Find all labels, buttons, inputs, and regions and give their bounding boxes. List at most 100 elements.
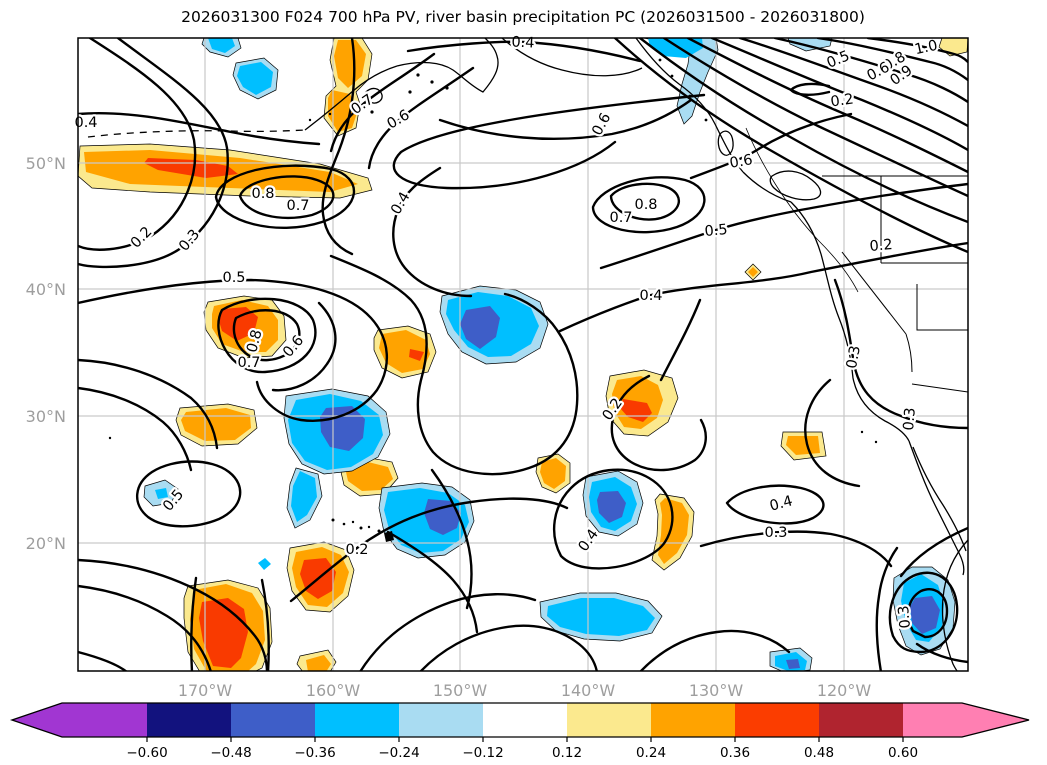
contour-label: 0.4 xyxy=(768,493,794,514)
contour-label: 0.2 xyxy=(128,224,156,252)
colorbar-tick-label: 0.12 xyxy=(552,745,582,761)
patch xyxy=(424,499,461,535)
patch xyxy=(547,598,655,636)
hawaii-islands xyxy=(331,518,394,542)
contour-label: 0.5 xyxy=(704,222,728,240)
colorbar-segment xyxy=(567,703,651,737)
colorbar-tick-label: −0.60 xyxy=(126,745,167,761)
patch xyxy=(460,306,500,349)
aleutian-islands-coast xyxy=(87,129,306,138)
contour-label: 0.4 xyxy=(74,115,97,131)
colorbar-tick-label: 0.36 xyxy=(720,745,750,761)
patch xyxy=(379,330,430,373)
contour-label: 0.6 xyxy=(728,152,753,172)
y-tick-label: 40°N xyxy=(26,280,66,299)
colorbar-tick-label: −0.48 xyxy=(210,745,251,761)
x-tick-label: 140°W xyxy=(561,681,616,700)
patch xyxy=(208,38,235,53)
patch xyxy=(786,436,820,455)
colorbar-segment xyxy=(399,703,483,737)
contour-label: 0.3 xyxy=(896,605,914,629)
contour-label: 0.4 xyxy=(639,288,662,304)
colorbar-tick-label: −0.24 xyxy=(378,745,419,761)
patch xyxy=(291,471,317,522)
contour-label: 0.3 xyxy=(901,407,919,431)
contour-label: 0.2 xyxy=(830,91,855,110)
map-frame xyxy=(77,37,969,672)
alaska-east-coast xyxy=(501,38,643,77)
colorbar: −0.60 −0.48 −0.36 −0.24 −0.12 0.12 0.24 0.36 0.4… xyxy=(9,702,1030,761)
contour-label: 0.3 xyxy=(764,525,787,541)
patch xyxy=(218,307,258,341)
patch xyxy=(258,558,271,570)
contour-label: 0.7 xyxy=(609,210,632,226)
contour-label: 1.0 xyxy=(913,38,939,58)
colorbar-tick-label: 0.60 xyxy=(888,745,918,761)
patch xyxy=(597,491,626,523)
colorbar-segment xyxy=(231,703,315,737)
y-tick-label: 50°N xyxy=(26,154,66,173)
chart-title: 2026031300 F024 700 hPa PV, river basin … xyxy=(181,8,865,26)
california-arizona-border xyxy=(905,333,913,373)
colorbar-segment xyxy=(483,703,567,737)
contour-label: 0.7 xyxy=(237,355,260,371)
contour-label: 0.8 xyxy=(634,197,657,213)
gulf-of-california-coast xyxy=(912,446,967,552)
x-tick-label: 170°W xyxy=(178,681,233,700)
columbia-river xyxy=(745,127,859,293)
southeast-alaska-coast xyxy=(635,38,744,173)
contour-label: 0.5 xyxy=(222,270,245,286)
patch xyxy=(328,90,358,132)
colorbar-tick-label: 0.48 xyxy=(804,745,834,761)
graticule xyxy=(78,38,968,671)
patch xyxy=(334,40,366,88)
pv-contours xyxy=(78,38,968,671)
contour-label: 0.4 xyxy=(388,190,413,218)
patch xyxy=(786,659,800,669)
x-tick-label: 150°W xyxy=(433,681,488,700)
longitude-tick-labels: 170°W 160°W 150°W 140°W 130°W 120°W xyxy=(178,681,872,700)
patch xyxy=(658,498,689,564)
colorbar-segment xyxy=(315,703,399,737)
patch xyxy=(748,267,758,277)
patch xyxy=(306,655,331,671)
y-tick-label: 30°N xyxy=(26,407,66,426)
contour-label: 0.3 xyxy=(844,344,864,369)
contour-label: 0.4 xyxy=(511,34,535,51)
colorbar-arrow-low xyxy=(12,703,147,737)
patch xyxy=(155,488,168,499)
colorbar-tick-label: −0.12 xyxy=(462,745,503,761)
colorbar-outline xyxy=(9,702,1030,738)
colorbar-segment xyxy=(735,703,819,737)
kodiak-island xyxy=(364,87,383,104)
patch xyxy=(409,349,424,361)
contour-label: 0.8 xyxy=(251,186,274,202)
contour-label: 0.2 xyxy=(869,237,893,255)
x-tick-label: 130°W xyxy=(689,681,744,700)
patch xyxy=(346,462,393,491)
haida-gwaii-island xyxy=(717,130,734,156)
colorbar-arrow-high xyxy=(903,703,1029,737)
us-mexico-border xyxy=(911,383,968,393)
contour-label: 0.2 xyxy=(345,542,368,558)
colorbar-tick-label: 0.24 xyxy=(636,745,666,761)
latitude-tick-labels: 50°N 40°N 30°N 20°N xyxy=(26,154,66,553)
colorbar-segment xyxy=(819,703,903,737)
colorbar-segment xyxy=(651,703,735,737)
california-nevada-border xyxy=(841,251,907,335)
shaded-patches xyxy=(78,38,968,671)
patch-royal-group xyxy=(320,306,940,669)
patch xyxy=(320,406,365,451)
contour-label: 0.7 xyxy=(286,198,309,214)
us-west-coast xyxy=(790,201,910,442)
patch xyxy=(540,458,566,489)
baja-outer-coast xyxy=(908,440,965,576)
patch xyxy=(910,596,940,634)
y-tick-label: 20°N xyxy=(26,534,66,553)
vancouver-island xyxy=(769,170,822,201)
mexico-mainland-coast xyxy=(941,539,968,671)
x-tick-label: 160°W xyxy=(306,681,361,700)
colorbar-segment xyxy=(147,703,231,737)
